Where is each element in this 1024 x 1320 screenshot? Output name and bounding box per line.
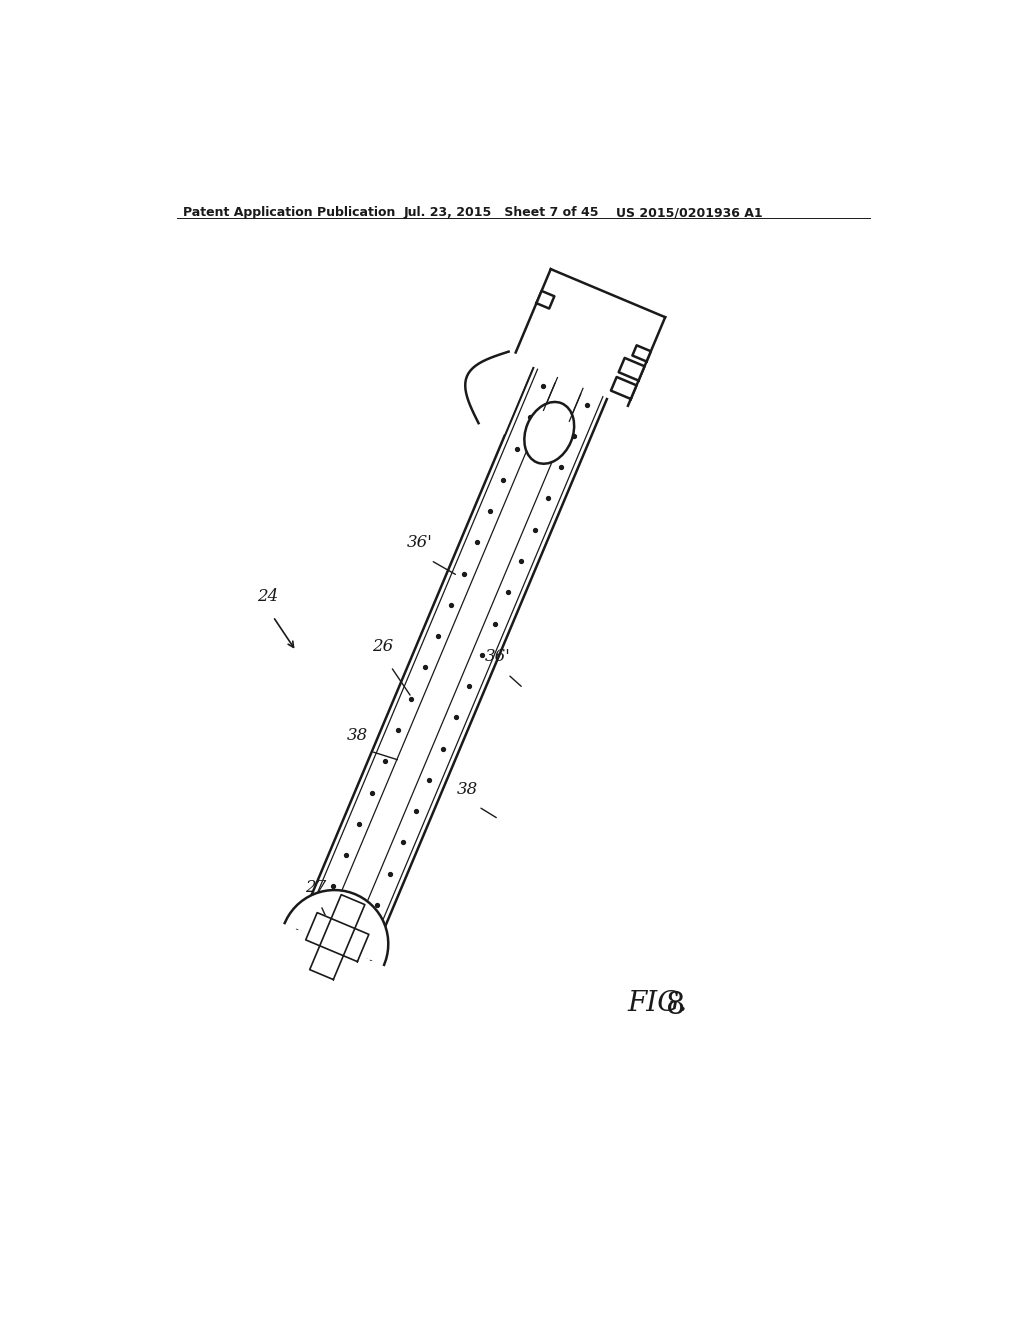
Text: 36': 36' [407, 535, 432, 552]
Polygon shape [633, 346, 651, 362]
Polygon shape [285, 890, 388, 965]
Polygon shape [465, 351, 534, 434]
Polygon shape [513, 269, 666, 405]
Polygon shape [618, 358, 644, 380]
Text: 26: 26 [373, 638, 394, 655]
Polygon shape [537, 290, 554, 309]
Text: Jul. 23, 2015   Sheet 7 of 45: Jul. 23, 2015 Sheet 7 of 45 [403, 206, 599, 219]
Polygon shape [611, 378, 637, 399]
Polygon shape [306, 912, 369, 961]
Ellipse shape [524, 403, 574, 463]
Text: FIG.: FIG. [628, 990, 687, 1016]
Text: 38: 38 [457, 780, 478, 797]
Text: 27: 27 [305, 879, 326, 896]
Text: 38: 38 [347, 726, 369, 743]
Text: Patent Application Publication: Patent Application Publication [183, 206, 395, 219]
Text: 8: 8 [666, 990, 685, 1020]
Text: 24: 24 [257, 587, 279, 605]
Polygon shape [309, 895, 365, 979]
Text: US 2015/0201936 A1: US 2015/0201936 A1 [615, 206, 762, 219]
Text: 36': 36' [485, 648, 511, 665]
Polygon shape [298, 363, 609, 960]
